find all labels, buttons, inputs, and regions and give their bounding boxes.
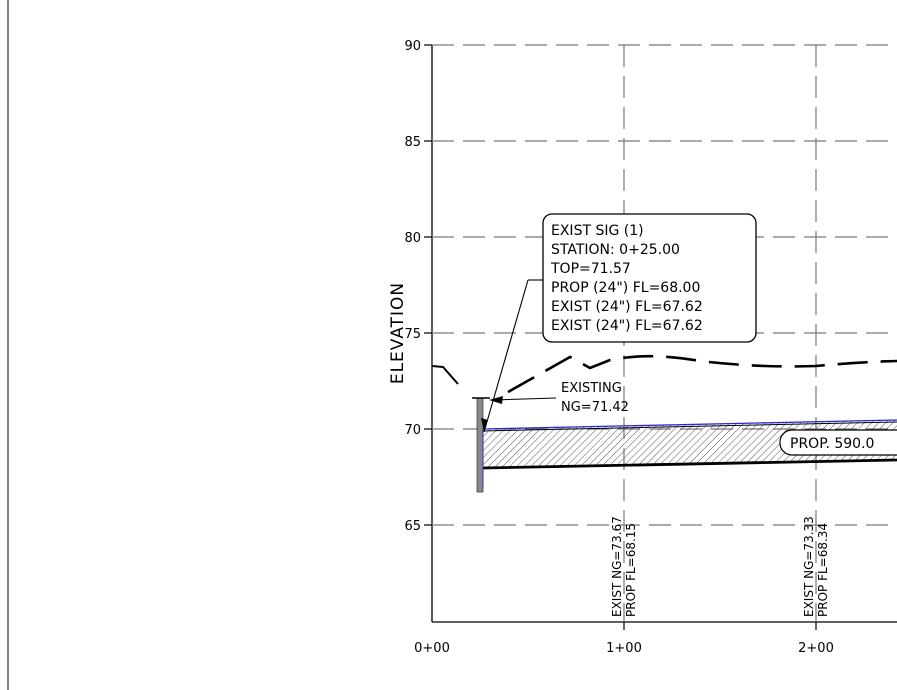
pipe-label: PROP. 590.0 <box>779 429 897 456</box>
station-2-fl: PROP FL=68.34 <box>816 523 830 617</box>
structure-callout: EXIST SIG (1) STATION: 0+25.00 TOP=71.57… <box>481 213 757 433</box>
callout-line-6: EXIST (24") FL=67.62 <box>551 318 703 334</box>
y-tick-label-80: 80 <box>404 231 421 246</box>
y-tick-label-90: 90 <box>404 39 421 54</box>
callout-leader <box>483 279 529 433</box>
station-2-ng: EXIST NG=73.33 <box>802 516 816 617</box>
callout-line-3: TOP=71.57 <box>550 261 631 277</box>
existing-structure <box>476 397 484 493</box>
y-tick-label-85: 85 <box>404 135 421 150</box>
proposed-pipe-top <box>481 419 897 430</box>
callout-line-4: PROP (24") FL=68.00 <box>551 280 700 296</box>
x-tick-label-2-00: 2+00 <box>798 641 834 656</box>
callout-line-2: STATION: 0+25.00 <box>551 242 680 258</box>
station-annotation-2: EXIST NG=73.33 PROP FL=68.34 <box>802 516 830 617</box>
callout-line-5: EXIST (24") FL=67.62 <box>551 299 703 315</box>
existing-ground-left <box>431 365 459 385</box>
callout-box <box>542 213 757 343</box>
station-1-fl: PROP FL=68.15 <box>624 523 638 617</box>
x-tick-label-1-00: 1+00 <box>606 641 642 656</box>
existing-label-line-2: NG=71.42 <box>561 400 629 415</box>
existing-ground-profile <box>507 354 897 394</box>
pipe-label-text: PROP. 590.0 <box>790 436 874 452</box>
existing-ground-label: EXISTING NG=71.42 <box>489 381 629 415</box>
y-tick-label-65: 65 <box>404 519 421 534</box>
callout-line-1: EXIST SIG (1) <box>551 223 644 239</box>
y-tick-label-75: 75 <box>404 327 421 342</box>
station-1-ng: EXIST NG=73.67 <box>610 516 624 617</box>
x-tick-label-0-00: 0+00 <box>414 641 450 656</box>
y-axis-title: ELEVATION <box>388 282 408 384</box>
existing-label-line-1: EXISTING <box>561 381 622 396</box>
proposed-pipe-invert <box>481 458 897 470</box>
y-tick-label-70: 70 <box>404 423 421 438</box>
station-annotation-1: EXIST NG=73.67 PROP FL=68.15 <box>610 516 638 617</box>
